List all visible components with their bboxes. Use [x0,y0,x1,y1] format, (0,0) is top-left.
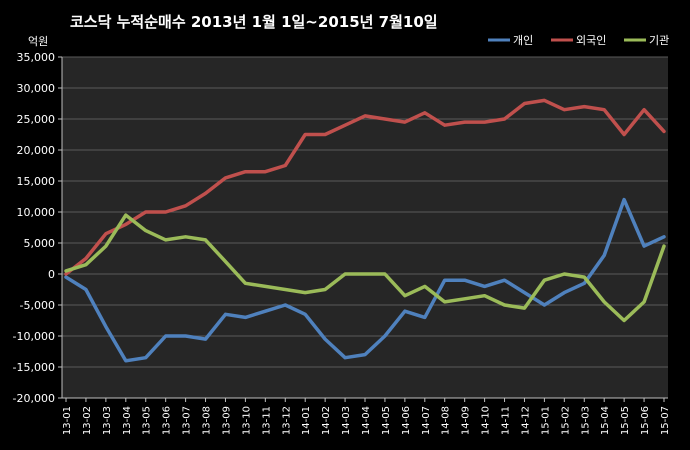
x-tick-label: 14-08 [441,406,452,435]
x-tick-label: 15-05 [620,406,631,435]
y-tick-label: 30,000 [17,82,56,95]
x-tick-label: 14-02 [321,406,332,435]
x-tick-label: 13-08 [202,406,213,435]
y-tick-label: -15,000 [13,361,55,374]
x-tick-label: 15-07 [660,406,671,435]
y-unit-label: 억원 [28,35,48,48]
x-tick-label: 14-05 [381,406,392,435]
x-tick-label: 15-01 [540,406,551,435]
series-line-개인 [64,197,666,363]
y-tick-label: 5,000 [24,237,56,250]
legend: 개인 외국인 기관 [488,34,669,47]
x-tick-label: 14-01 [301,406,312,435]
x-tick-label: 14-04 [361,406,372,435]
x-tick-label: 13-05 [142,406,153,435]
y-axis-ticks: 35,000 30,000 25,000 20,000 15,000 10,000 5,00… [13,51,62,405]
x-tick-label: 14-03 [341,406,352,435]
x-tick-label: 13-11 [261,406,272,435]
x-tick-label: 15-02 [560,406,571,435]
x-tick-label: 14-07 [421,406,432,435]
x-axis-ticks: 13-01 13-02 13-03 13-04 13-05 13-06 13-07 13-08… [62,398,671,435]
x-tick-label: 13-09 [221,406,232,435]
x-tick-label: 15-04 [600,406,611,435]
series-lines [64,98,666,363]
x-tick-label: 15-03 [580,406,591,435]
x-tick-label: 13-04 [122,406,133,435]
y-tick-label: 0 [48,268,55,281]
y-tick-label: 35,000 [17,51,56,64]
x-tick-label: 13-10 [241,406,252,435]
x-tick-label: 13-12 [281,406,292,435]
x-tick-label: 13-01 [62,406,73,435]
series-line-기관 [64,213,666,323]
x-tick-label: 14-10 [481,406,492,435]
y-tick-label: -5,000 [20,299,55,312]
y-tick-label: -20,000 [13,392,55,405]
x-tick-label: 14-12 [520,406,531,435]
legend-label: 개인 [513,34,533,47]
x-tick-label: 14-09 [461,406,472,435]
series-line-외국인 [64,98,666,276]
x-tick-label: 14-11 [501,406,512,435]
y-tick-label: 25,000 [17,113,56,126]
y-tick-label: 10,000 [17,206,56,219]
x-tick-label: 14-06 [401,406,412,435]
y-tick-label: 20,000 [17,144,56,157]
x-tick-label: 13-07 [182,406,193,435]
x-tick-label: 15-06 [640,406,651,435]
legend-label: 외국인 [576,34,606,47]
y-tick-label: 15,000 [17,175,56,188]
x-tick-label: 13-02 [82,406,93,435]
y-tick-label: -10,000 [13,330,55,343]
chart-title: 코스닥 누적순매수 2013년 1월 1일~2015년 7월10일 [70,13,438,31]
x-tick-label: 13-03 [102,406,113,435]
legend-label: 기관 [649,34,669,47]
x-tick-label: 13-06 [162,406,173,435]
